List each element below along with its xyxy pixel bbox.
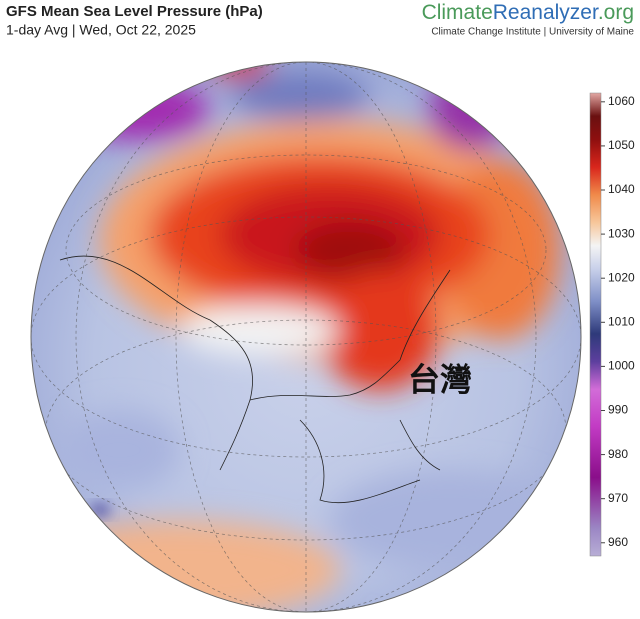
colorbar-tick-label: 990	[608, 403, 628, 417]
subtitle: 1-day Avg | Wed, Oct 22, 2025	[6, 22, 196, 38]
globe-edge	[30, 61, 582, 613]
colorbar-tick-label: 1010	[608, 314, 635, 328]
colorbar-tick-label: 1020	[608, 270, 635, 284]
colorbar-tick-label: 1060	[608, 94, 635, 108]
title: GFS Mean Sea Level Pressure (hPa)	[6, 3, 263, 20]
globe	[31, 62, 581, 612]
colorbar-tick-label: 1050	[608, 138, 635, 152]
brand-part: Reanalyzer	[493, 1, 599, 24]
brand-part: .org	[598, 1, 634, 24]
colorbar-tick-label: 1040	[608, 182, 635, 196]
colorbar-tick-label: 980	[608, 447, 628, 461]
annotation: 台灣	[408, 361, 472, 399]
colorbar	[589, 92, 602, 557]
colorbar-tick-label: 970	[608, 491, 628, 505]
brand-part: Climate	[422, 1, 493, 24]
affiliation: Climate Change Institute | University of…	[431, 27, 634, 38]
colorbar-tick-label: 1030	[608, 226, 635, 240]
colorbar-tick-label: 1000	[608, 359, 635, 373]
colorbar-tick-label: 960	[608, 535, 628, 549]
brand: ClimateReanalyzer.org	[422, 1, 634, 24]
